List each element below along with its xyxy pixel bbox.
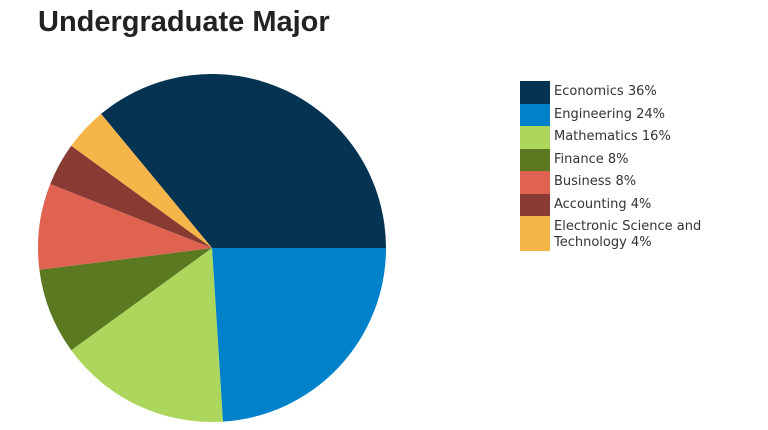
- legend-swatch: [520, 171, 550, 194]
- legend-label: Mathematics 16%: [554, 129, 671, 144]
- legend-item: Finance 8%: [520, 148, 720, 171]
- legend-item: Business 8%: [520, 171, 720, 194]
- pie-slice: [50, 145, 213, 248]
- pie-slice: [39, 248, 213, 351]
- legend-label: Economics 36%: [554, 84, 657, 99]
- legend-item: Electronic Science and Technology 4%: [520, 216, 720, 251]
- legend-item: Accounting 4%: [520, 193, 720, 216]
- legend-label: Engineering 24%: [554, 106, 666, 122]
- pie-slice: [38, 183, 213, 270]
- pie-slice: [71, 113, 212, 248]
- legend-swatch: [520, 126, 550, 149]
- legend-swatch: [520, 81, 550, 104]
- pie-slice: [71, 248, 223, 422]
- legend-item: Engineering 24%: [520, 103, 720, 126]
- legend-swatch: [520, 193, 550, 216]
- legend-item: Mathematics 16%: [520, 126, 720, 149]
- legend-label: Electronic Science and Technology 4%: [554, 219, 702, 250]
- legend: Economics 36% Engineering 24% Mathematics …: [520, 81, 720, 251]
- legend-item: Economics 36%: [520, 81, 720, 104]
- pie-slice: [212, 248, 386, 422]
- pie-slice: [101, 74, 386, 249]
- legend-label: Accounting 4%: [554, 196, 652, 212]
- legend-swatch: [520, 216, 550, 251]
- legend-label: Business 8%: [554, 174, 637, 189]
- chart-title: Undergraduate Major: [38, 6, 330, 38]
- legend-swatch: [520, 103, 550, 126]
- legend-label: Finance 8%: [554, 151, 629, 167]
- legend-swatch: [520, 148, 550, 171]
